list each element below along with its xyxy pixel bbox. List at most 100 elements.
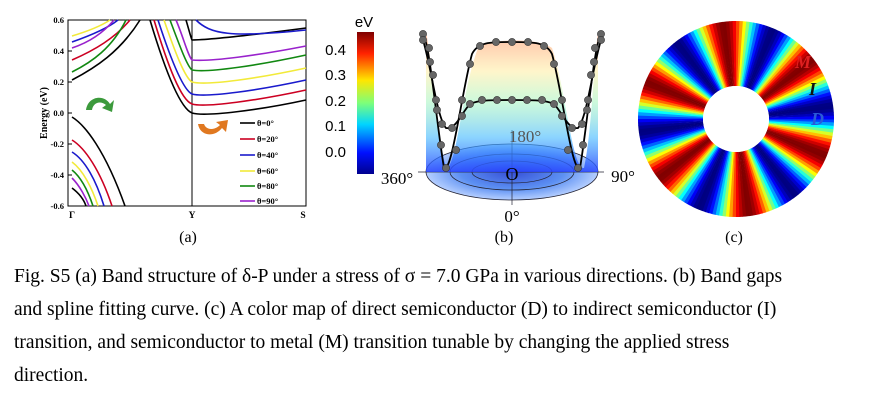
color-map-wedge xyxy=(749,148,779,209)
color-map-wedge xyxy=(763,67,822,103)
color-map-wedge xyxy=(760,53,812,98)
color-map-wedge xyxy=(763,135,821,172)
color-map-wedge xyxy=(761,56,814,99)
color-map-wedge xyxy=(670,143,715,195)
color-map-wedge xyxy=(764,70,823,104)
color-map-wedge xyxy=(656,58,711,100)
legend-label: θ=20° xyxy=(257,134,278,144)
annulus-hole xyxy=(703,86,769,152)
region-label-d: D xyxy=(810,109,824,129)
color-map-wedge xyxy=(695,149,724,210)
color-map-wedge xyxy=(748,149,776,211)
color-map-wedge xyxy=(754,145,794,201)
color-map-wedge xyxy=(743,23,764,88)
orange-curved-arrow-icon xyxy=(198,120,228,135)
color-map-wedge xyxy=(656,138,710,180)
color-map-wedge xyxy=(756,144,799,197)
color-map-wedge xyxy=(758,48,807,97)
color-map-wedge xyxy=(749,29,780,90)
band-curve-theta-0 xyxy=(149,19,307,115)
color-map-wedge xyxy=(768,95,832,113)
color-map-wedge xyxy=(639,98,704,114)
center-label: O xyxy=(506,164,519,184)
panel-b-label: (b) xyxy=(495,229,514,246)
green-curved-arrow-icon xyxy=(86,97,114,112)
colorbar xyxy=(357,32,374,174)
color-map-wedge xyxy=(763,136,820,175)
color-map-wedge xyxy=(639,124,704,140)
color-map-wedge xyxy=(741,22,757,87)
color-map-wedge xyxy=(711,150,730,215)
caption-line: and spline fitting curve. (c) A color ma… xyxy=(14,299,777,320)
color-map-wedge xyxy=(650,135,709,171)
color-map-wedge xyxy=(672,144,716,197)
color-map-wedge xyxy=(640,126,705,147)
color-map-wedge xyxy=(702,149,726,213)
colorbar-ticks: 0.4 0.3 0.2 0.1 0.0 xyxy=(325,42,346,161)
y-tick-label: 0.4 xyxy=(53,46,64,56)
x-tick-labels: Γ Y S xyxy=(69,211,306,221)
colorbar-tick-label: 0.3 xyxy=(325,67,346,84)
color-map-wedge xyxy=(758,46,805,96)
color-map-wedge xyxy=(751,32,786,91)
color-map-wedge xyxy=(766,131,827,160)
color-map-wedge xyxy=(752,34,789,92)
band-structure-panel: Energy (eV) 0.6 0.4 0.2 0.0 -0.2 -0.4 -0… xyxy=(39,15,307,246)
color-map-wedge xyxy=(652,63,709,102)
color-map-wedge xyxy=(768,108,834,117)
color-map-wedge xyxy=(752,146,788,205)
color-map-wedge xyxy=(641,88,705,110)
color-map-wedge xyxy=(762,61,818,101)
color-map-wedge xyxy=(660,53,712,98)
color-map-wedge xyxy=(766,82,829,108)
colorbar-unit: eV xyxy=(355,14,373,31)
color-map-wedge xyxy=(767,126,832,147)
color-map-wedge xyxy=(643,81,706,108)
band-curve-theta-20 xyxy=(153,19,307,106)
color-map-wedge xyxy=(715,151,731,216)
color-map-wedge xyxy=(658,139,711,182)
color-map-wedge xyxy=(747,149,773,212)
color-map-wedge xyxy=(754,37,795,93)
color-map-wedge xyxy=(767,128,831,150)
color-map-wedge xyxy=(686,147,721,206)
color-map-wedge xyxy=(696,27,724,89)
color-map-wedge xyxy=(712,23,730,87)
color-map-wedge xyxy=(746,25,770,89)
caption-line: Fig. S5 (a) Band structure of δ-P under … xyxy=(14,266,783,287)
band-curves xyxy=(71,19,307,207)
color-map-wedge xyxy=(689,148,722,208)
x-tick-s: S xyxy=(300,211,305,221)
color-map-wedge xyxy=(675,144,717,199)
color-map-wedge xyxy=(767,91,832,112)
color-map-wedge xyxy=(640,94,705,113)
color-map-wedge xyxy=(761,139,814,183)
color-map-wedge xyxy=(649,69,708,104)
angle-label-180: 180° xyxy=(509,127,541,146)
color-map-wedge xyxy=(751,147,785,206)
color-map-wedge xyxy=(744,150,767,214)
color-map-wedge xyxy=(768,101,834,115)
figure-caption: Fig. S5 (a) Band structure of δ-P under … xyxy=(14,260,876,392)
angle-label-0: 0° xyxy=(504,207,519,226)
color-map-wedge xyxy=(660,140,712,185)
color-map-wedge xyxy=(768,98,833,114)
color-map-wedge xyxy=(767,125,832,144)
color-map-wedge xyxy=(683,146,720,204)
figure: Energy (eV) 0.6 0.4 0.2 0.0 -0.2 -0.4 -0… xyxy=(39,14,834,246)
color-map-wedge xyxy=(681,35,719,92)
legend-label: θ=40° xyxy=(257,150,278,160)
color-map-wedge xyxy=(767,85,830,109)
y-tick-label: 0.6 xyxy=(53,15,64,25)
y-ticks xyxy=(68,19,72,207)
y-tick-label: -0.4 xyxy=(51,170,65,180)
color-map-wedge xyxy=(755,39,797,94)
color-map-wedge xyxy=(767,88,831,111)
color-map-wedge xyxy=(750,148,783,208)
angle-label-90: 90° xyxy=(611,167,635,186)
color-map-wedge xyxy=(693,29,723,90)
color-map-wedge xyxy=(742,151,760,215)
color-map-wedge xyxy=(741,151,757,216)
color-map-wedge xyxy=(732,21,737,87)
color-map-wedge xyxy=(698,149,725,212)
